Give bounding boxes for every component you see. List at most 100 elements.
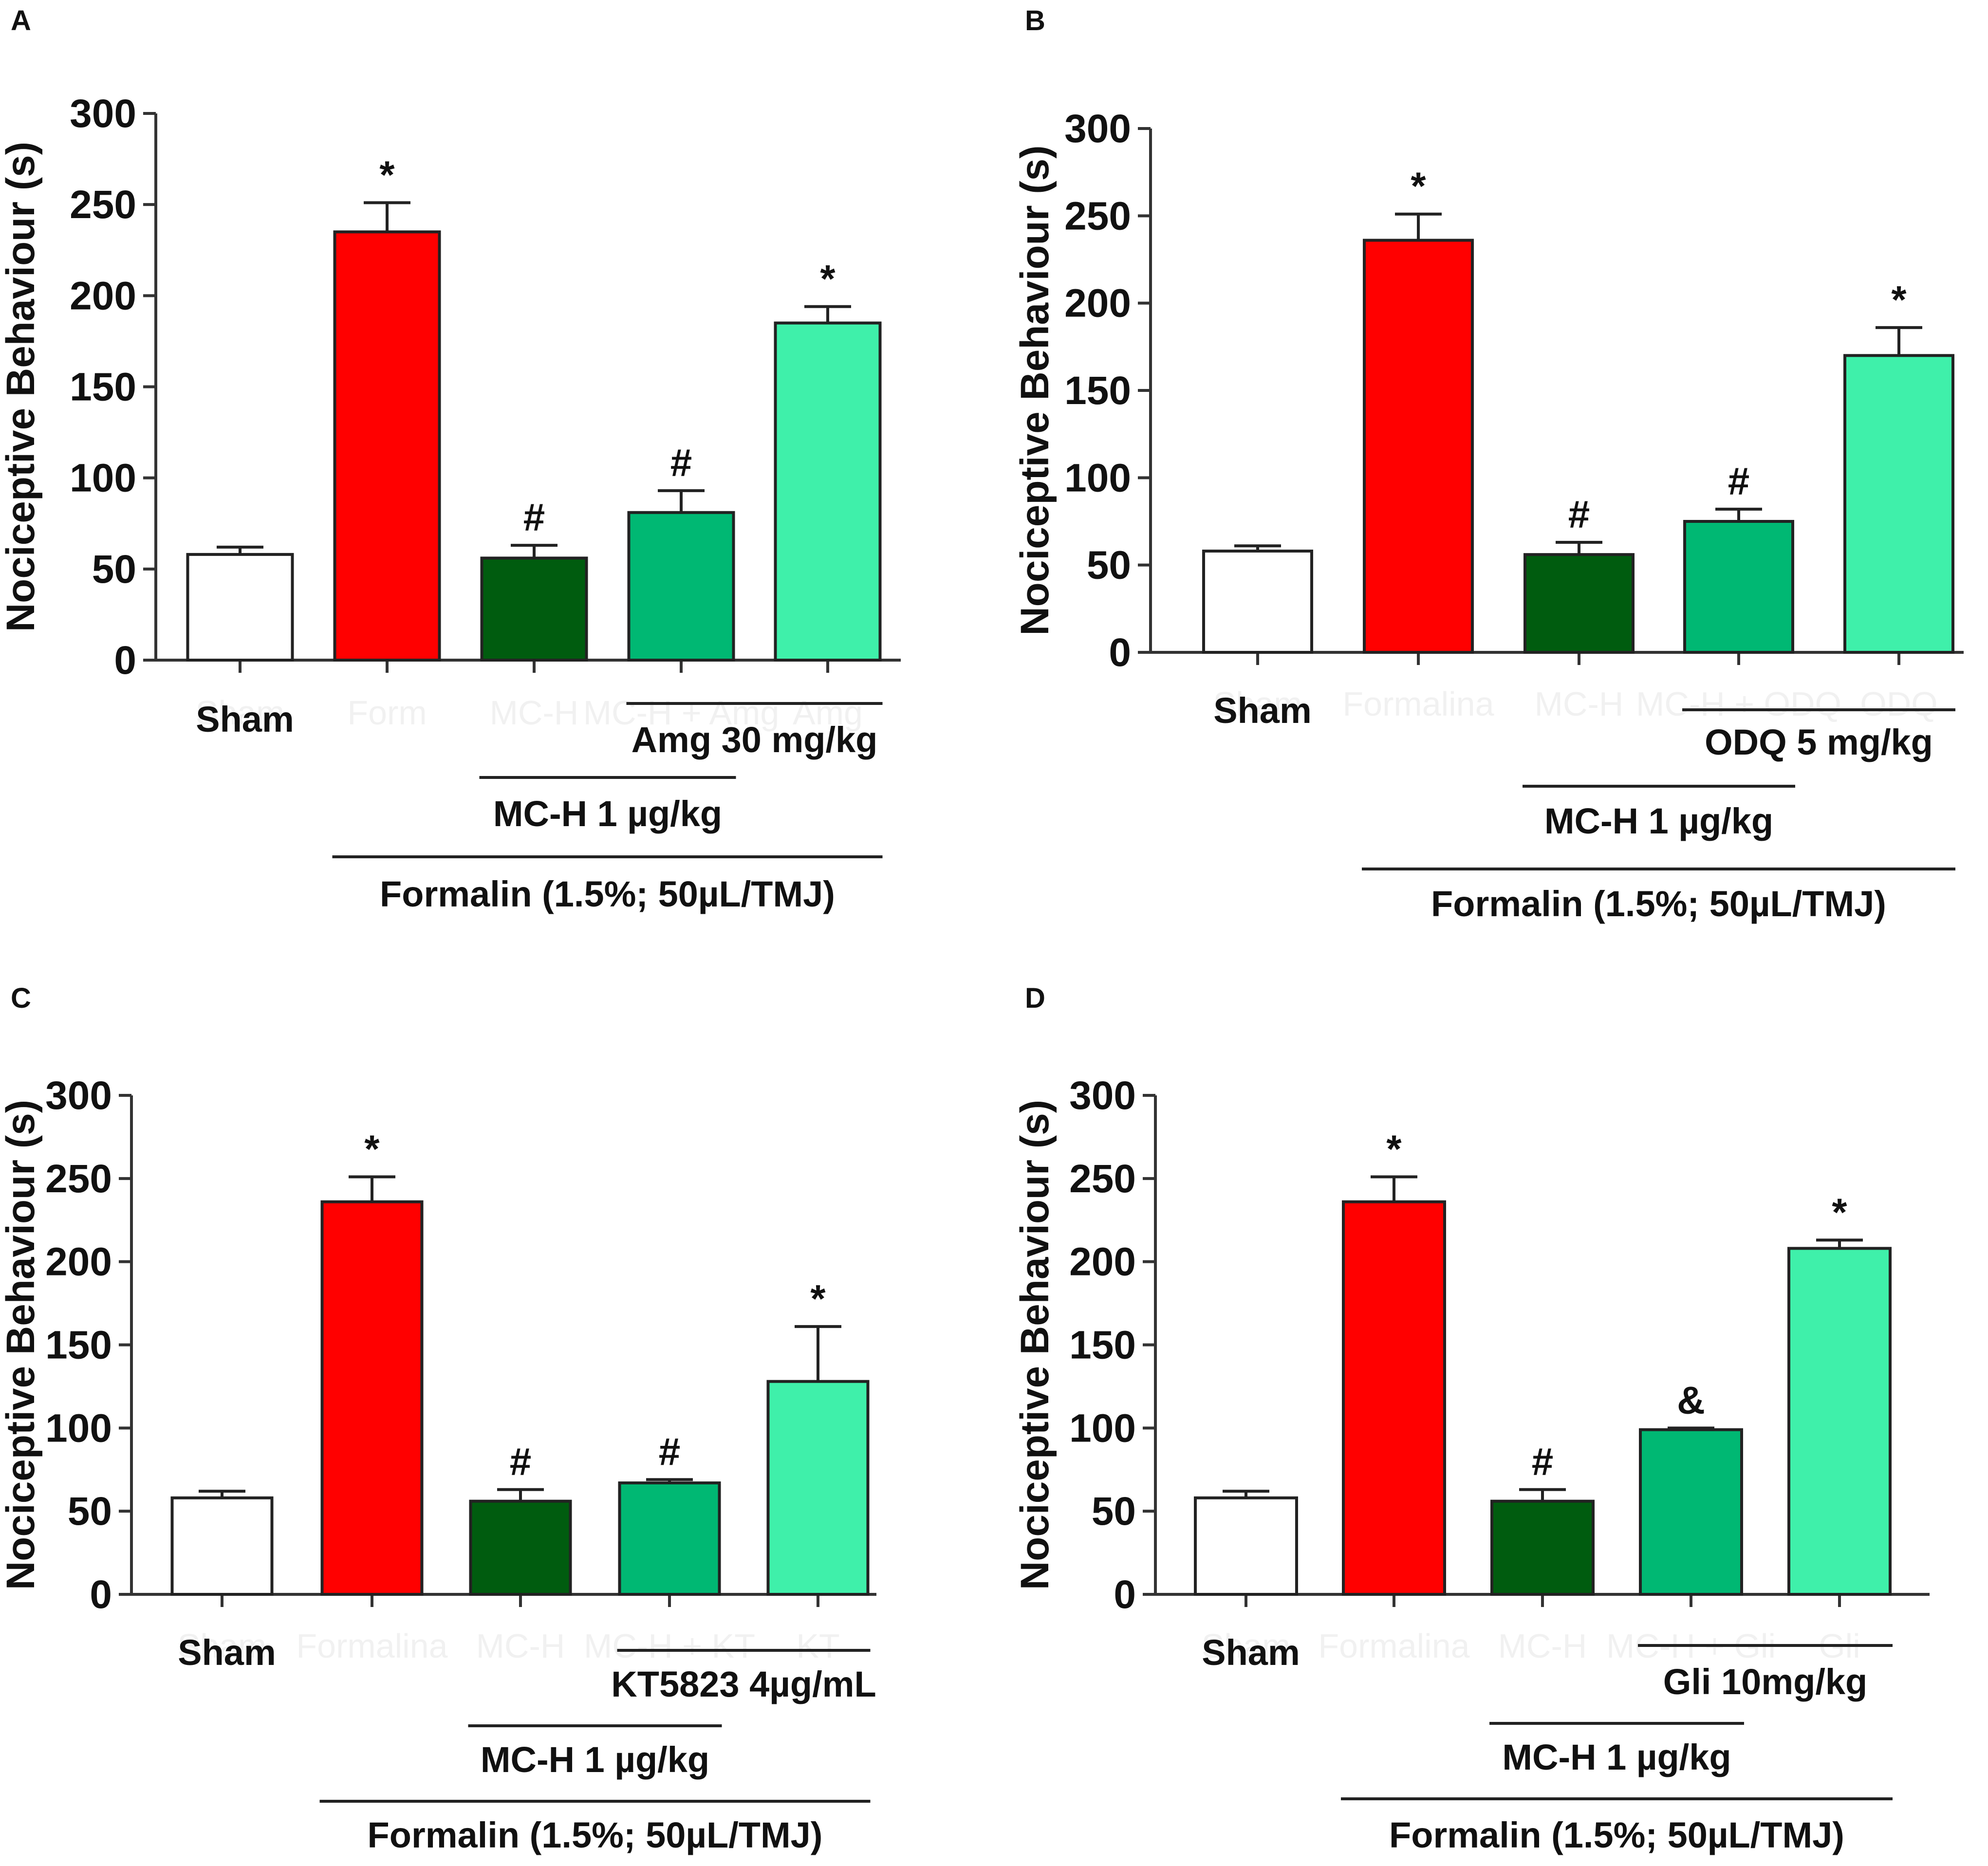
panel-d: D 0 50 100 150 200 250 300 Nociceptive Behaviour… xyxy=(1013,982,1930,1855)
panel-a-category-ghost-2: MC-H xyxy=(490,694,579,732)
panel-d-bar-3 xyxy=(1639,1428,1743,1596)
panel-c-category-ghost-4: KT xyxy=(796,1627,839,1665)
panel-c-annotation-3: # xyxy=(659,1430,681,1473)
panel-b-group-label-0: ODQ 5 mg/kg xyxy=(1705,722,1933,762)
panel-c-ytick-label-150: 150 xyxy=(45,1323,112,1367)
panel-d-ytick-label-300: 300 xyxy=(1069,1073,1136,1118)
panel-b-ytick-label-300: 300 xyxy=(1064,107,1131,151)
panel-d-category-label-0: Sham xyxy=(1202,1632,1300,1673)
panel-a-bar-4 xyxy=(774,321,882,662)
panel-d-annotation-3: & xyxy=(1677,1378,1705,1422)
panel-a-group-label-1: MC-H 1 µg/kg xyxy=(493,794,722,834)
panel-d-annotation-2: # xyxy=(1532,1440,1554,1483)
panel-d-group-label-0: Gli 10mg/kg xyxy=(1663,1662,1867,1702)
panel-d-category-ghost-0: Sham xyxy=(1202,1627,1291,1665)
panel-c-annotation-1: * xyxy=(364,1127,380,1170)
panel-b-ytick-label-150: 150 xyxy=(1064,369,1131,413)
panel-d-ytick-label-150: 150 xyxy=(1069,1323,1136,1367)
panel-a-ytick-label-0: 0 xyxy=(114,638,136,683)
panel-c-group-label-1: MC-H 1 µg/kg xyxy=(481,1739,709,1780)
panel-b-y-axis-label: Nociceptive Behaviour (s) xyxy=(1013,145,1057,635)
panel-c-group-label-0: KT5823 4µg/mL xyxy=(611,1664,876,1704)
panel-c-bar-1 xyxy=(320,1200,424,1596)
panel-b-group-label-1: MC-H 1 µg/kg xyxy=(1544,801,1773,841)
panel-b-category-ghost-0: Sham xyxy=(1213,685,1302,723)
panel-d-category-ghost-2: MC-H xyxy=(1498,1627,1587,1665)
panel-b-bar-0 xyxy=(1202,549,1313,654)
panel-b-ytick-label-100: 100 xyxy=(1064,456,1131,500)
panel-d-bar-1 xyxy=(1342,1200,1446,1596)
panel-a-category-label-0: Sham xyxy=(196,699,294,739)
panel-c-category-ghost-2: MC-H xyxy=(476,1627,565,1665)
panel-d-annotation-4: * xyxy=(1832,1190,1847,1234)
panel-a-annotation-3: # xyxy=(670,441,692,484)
panel-a-category-ghost-1: Form xyxy=(347,694,427,732)
panel-b-bar-4 xyxy=(1843,354,1954,654)
panel-b-ytick-label-0: 0 xyxy=(1109,630,1131,675)
panel-b-bar-1 xyxy=(1363,239,1474,654)
panel-b-ytick-label-50: 50 xyxy=(1087,543,1131,588)
panel-c-ytick-label-250: 250 xyxy=(45,1157,112,1201)
panel-c-ytick-label-100: 100 xyxy=(45,1406,112,1450)
panel-a: A 0 50 100 150 200 250 300 Nociceptive Behaviour… xyxy=(0,5,901,914)
panel-c-ytick-label-50: 50 xyxy=(68,1489,112,1533)
panel-d-ytick-label-200: 200 xyxy=(1069,1240,1136,1284)
panel-d-ytick-label-0: 0 xyxy=(1114,1572,1136,1617)
panel-b-ytick-label-250: 250 xyxy=(1064,194,1131,238)
panel-d-group-label-1: MC-H 1 µg/kg xyxy=(1502,1737,1731,1777)
panel-d-group-label-2: Formalin (1.5%; 50µL/TMJ) xyxy=(1389,1815,1844,1855)
panel-d-annotation-1: * xyxy=(1386,1127,1402,1170)
panel-a-category-ghost-3: MC-H + Amg xyxy=(583,694,780,732)
panel-b-annotation-3: # xyxy=(1728,460,1750,503)
panel-c-bar-0 xyxy=(170,1496,274,1596)
panel-a-annotation-1: * xyxy=(379,153,395,196)
panel-a-letter: A xyxy=(11,5,31,37)
panel-d-letter: D xyxy=(1025,982,1045,1014)
panel-a-group-label-2: Formalin (1.5%; 50µL/TMJ) xyxy=(380,874,835,914)
panel-a-annotation-4: * xyxy=(820,257,836,300)
panel-b-category-label-0: Sham xyxy=(1213,690,1312,731)
panel-b-category-ghost-3: MC-H + ODQ xyxy=(1636,685,1841,723)
panel-a-ytick-label-150: 150 xyxy=(70,365,136,409)
panel-c-ytick-label-200: 200 xyxy=(45,1240,112,1284)
panel-a-category-ghost-0: Sham xyxy=(196,694,285,732)
panel-d-ytick-label-50: 50 xyxy=(1092,1489,1136,1533)
panel-d-y-axis-label: Nociceptive Behaviour (s) xyxy=(1013,1100,1057,1590)
panel-c-category-ghost-0: Sham xyxy=(178,1627,267,1665)
panel-a-bar-1 xyxy=(333,230,441,662)
panel-b-annotation-2: # xyxy=(1568,493,1590,536)
panel-c-annotation-4: * xyxy=(810,1277,826,1320)
panel-a-group-label-0: Amg 30 mg/kg xyxy=(632,720,878,760)
panel-c-y-axis-label: Nociceptive Behaviour (s) xyxy=(0,1100,43,1590)
panel-b-letter: B xyxy=(1025,5,1045,37)
panel-a-bar-2 xyxy=(480,556,588,662)
panel-a-category-ghost-4: Amg xyxy=(793,694,863,732)
panel-d-bar-2 xyxy=(1490,1499,1595,1596)
panel-c-annotation-2: # xyxy=(510,1440,532,1483)
panel-b-ytick-label-200: 200 xyxy=(1064,281,1131,326)
panel-c-bar-4 xyxy=(766,1380,870,1596)
panel-c-bar-2 xyxy=(469,1499,572,1596)
panel-b-bar-2 xyxy=(1524,553,1635,654)
panel-c-ytick-label-300: 300 xyxy=(45,1073,112,1118)
panel-c-category-label-0: Sham xyxy=(178,1632,276,1673)
panel-c-bar-3 xyxy=(618,1481,721,1596)
panel-d-ytick-label-250: 250 xyxy=(1069,1157,1136,1201)
panel-d-category-ghost-1: Formalina xyxy=(1318,1627,1469,1665)
panel-a-annotation-2: # xyxy=(523,496,545,539)
panel-b-annotation-1: * xyxy=(1411,165,1426,208)
panel-a-bar-0 xyxy=(186,553,294,662)
panel-b-category-ghost-1: Formalina xyxy=(1342,685,1494,723)
panel-a-ytick-label-250: 250 xyxy=(70,183,136,227)
panel-b-group-label-2: Formalin (1.5%; 50µL/TMJ) xyxy=(1431,884,1886,924)
panel-c-group-label-2: Formalin (1.5%; 50µL/TMJ) xyxy=(368,1815,823,1855)
panel-d-bar-4 xyxy=(1787,1247,1892,1596)
panel-a-ytick-label-100: 100 xyxy=(70,456,136,500)
panel-c-category-ghost-3: MC-H + KT xyxy=(584,1627,755,1665)
panel-c-category-ghost-1: Formalina xyxy=(296,1627,447,1665)
panel-a-y-axis-label: Nociceptive Behaviour (s) xyxy=(0,142,43,632)
panel-a-ytick-label-50: 50 xyxy=(92,547,136,591)
panel-b-annotation-4: * xyxy=(1891,278,1907,321)
panel-a-bar-3 xyxy=(627,511,735,662)
